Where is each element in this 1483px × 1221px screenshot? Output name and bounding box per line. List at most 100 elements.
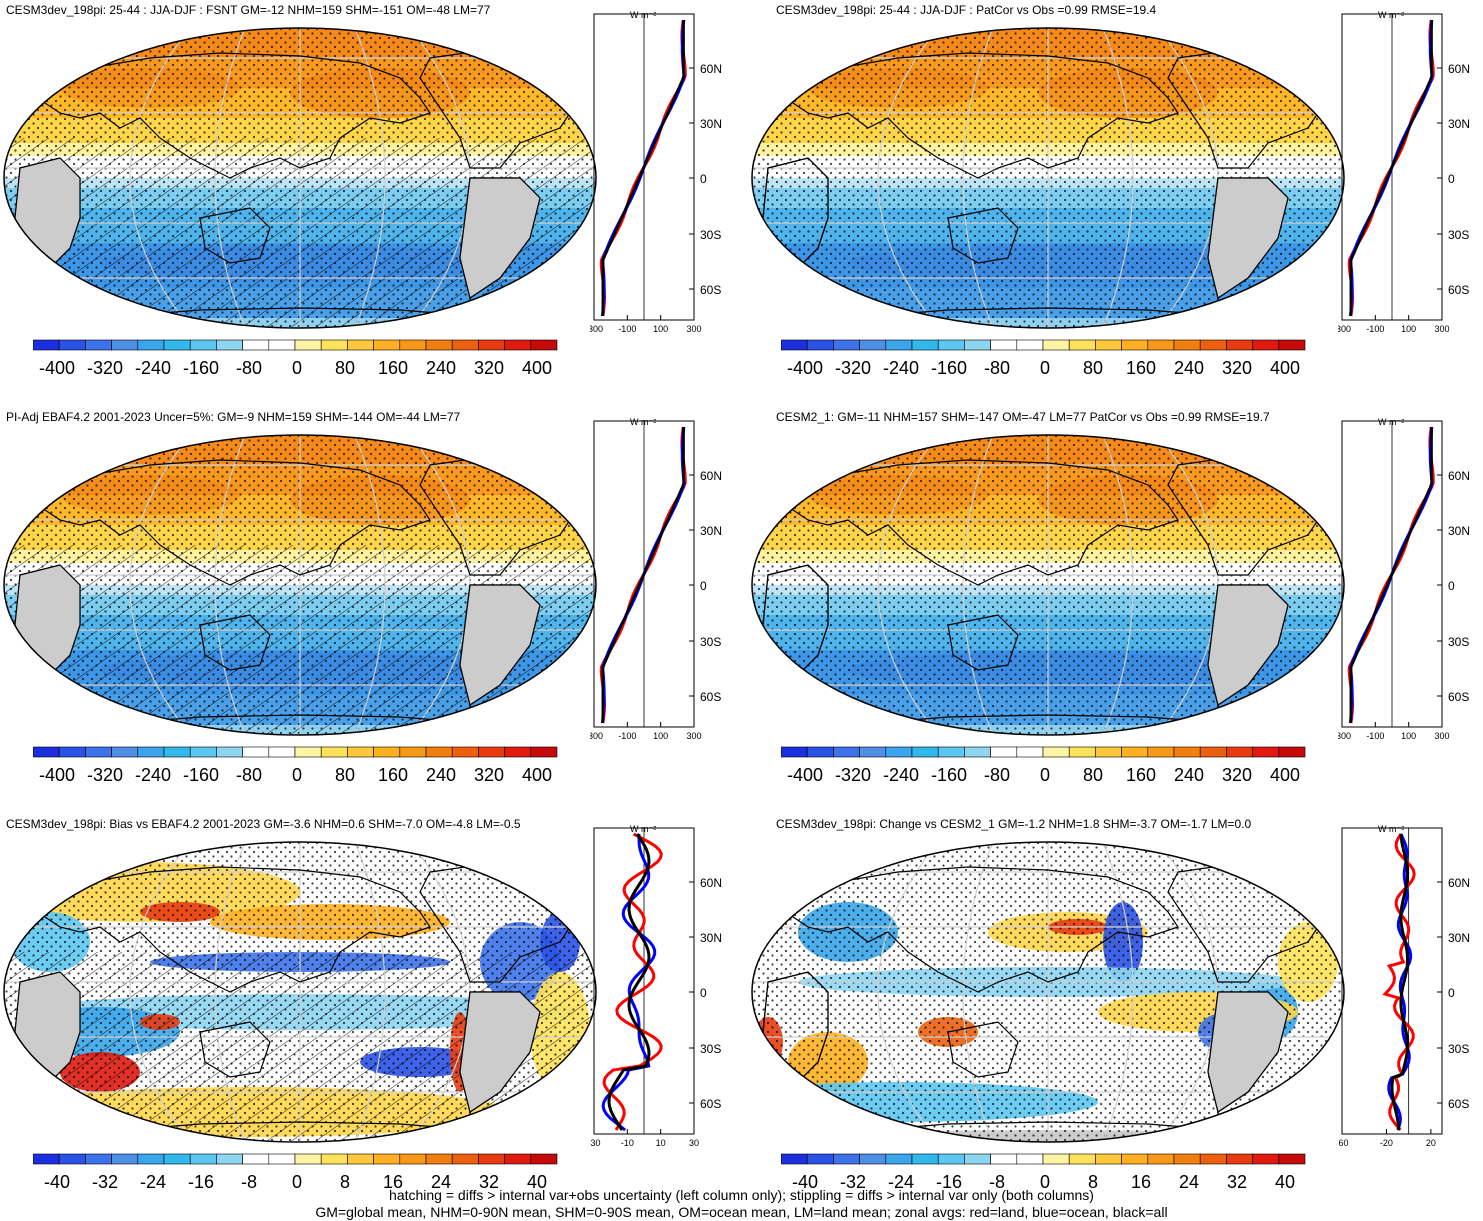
panel-p6: CESM3dev_198pi: Change vs CESM2_1 GM=-1.… bbox=[748, 814, 1483, 1214]
profile-x-tick: 20 bbox=[1426, 1138, 1436, 1148]
profile-lat-tick: 0 bbox=[700, 986, 707, 1000]
colorbar-label: -240 bbox=[883, 358, 919, 378]
colorbar-label: -40 bbox=[792, 1172, 818, 1192]
profile-lat-tick: 30S bbox=[1448, 1042, 1469, 1056]
colorbar-label: -160 bbox=[183, 765, 219, 785]
colorbar: -40 -32 -24 -16 -8 0 8 16 24 32 40 bbox=[33, 1153, 558, 1192]
map-plot bbox=[3, 27, 597, 329]
colorbar-label: -240 bbox=[135, 765, 171, 785]
colorbar-label: -320 bbox=[835, 358, 871, 378]
profile-lat-tick: 60S bbox=[700, 1097, 721, 1111]
profile-lat-tick: 30N bbox=[1448, 117, 1470, 131]
colorbar: -400 -320 -240 -160 -80 0 80 160 240 320 400 bbox=[781, 339, 1306, 378]
colorbar-label: 0 bbox=[292, 358, 302, 378]
profile-x-tick: 100 bbox=[653, 731, 668, 741]
profile-x-tick: -100 bbox=[618, 731, 636, 741]
colorbar-label: 16 bbox=[383, 1172, 403, 1192]
colorbar-label: -32 bbox=[92, 1172, 118, 1192]
profile-unit: W m⁻² bbox=[1378, 417, 1404, 427]
colorbar-label: -160 bbox=[931, 765, 967, 785]
map-field bbox=[4, 435, 596, 735]
profile-lat-tick: 30N bbox=[700, 117, 722, 131]
colorbar-label: 400 bbox=[1270, 358, 1300, 378]
colorbar-label: 16 bbox=[1131, 1172, 1151, 1192]
profile-x-tick: -20 bbox=[1380, 1138, 1393, 1148]
colorbar-label: 320 bbox=[1222, 358, 1252, 378]
profile-lat-tick: 30S bbox=[700, 1042, 721, 1056]
panel-title: CESM3dev_198pi: 25-44 : JJA-DJF : FSNT G… bbox=[6, 3, 491, 17]
colorbar-label: -24 bbox=[140, 1172, 166, 1192]
colorbar-label: 240 bbox=[426, 765, 456, 785]
colorbar-label: -320 bbox=[87, 358, 123, 378]
colorbar-label: 0 bbox=[1040, 1172, 1050, 1192]
profile-lat-tick: 60N bbox=[1448, 469, 1470, 483]
map-field bbox=[4, 842, 596, 1142]
profile-x-tick: 100 bbox=[1401, 731, 1416, 741]
map-plot bbox=[3, 841, 597, 1143]
profile-unit: W m⁻² bbox=[630, 417, 656, 427]
profile-x-tick: -300 bbox=[1338, 731, 1351, 741]
profile-x-tick: -10 bbox=[621, 1138, 634, 1148]
zonal-profile: W m⁻² 60N 30N 0 30S 60S -300 -100 100 300 bbox=[590, 417, 722, 741]
colorbar-label: 240 bbox=[1174, 765, 1204, 785]
profile-lat-tick: 60N bbox=[700, 876, 722, 890]
colorbar-label: 32 bbox=[1227, 1172, 1247, 1192]
panel-p1: CESM3dev_198pi: 25-44 : JJA-DJF : FSNT G… bbox=[0, 0, 735, 400]
profile-x-tick: 100 bbox=[653, 324, 668, 334]
profile-unit: W m⁻² bbox=[1378, 824, 1404, 834]
colorbar: -400 -320 -240 -160 -80 0 80 160 240 320 400 bbox=[781, 746, 1306, 785]
colorbar-label: -16 bbox=[936, 1172, 962, 1192]
colorbar-label: 160 bbox=[1126, 358, 1156, 378]
colorbar-label: 80 bbox=[1083, 358, 1103, 378]
colorbar-label: -8 bbox=[989, 1172, 1005, 1192]
colorbar-label: -400 bbox=[39, 358, 75, 378]
colorbar-label: -400 bbox=[787, 358, 823, 378]
colorbar-label: 24 bbox=[431, 1172, 451, 1192]
colorbar-label: 0 bbox=[1040, 765, 1050, 785]
profile-lat-tick: 60N bbox=[700, 469, 722, 483]
profile-lat-tick: 0 bbox=[1448, 172, 1455, 186]
colorbar-label: -400 bbox=[39, 765, 75, 785]
zonal-profile: W m⁻² 60N 30N 0 30S 60S -300 -100 100 300 bbox=[1338, 10, 1470, 334]
colorbar-label: -32 bbox=[840, 1172, 866, 1192]
zonal-profile: W m⁻² 60N 30N 0 30S 60S -30 -10 10 30 bbox=[590, 824, 722, 1148]
zonal-profile: W m⁻² 60N 30N 0 30S 60S -300 -100 100 300 bbox=[1338, 417, 1470, 741]
profile-lat-tick: 30N bbox=[700, 931, 722, 945]
map-plot bbox=[3, 434, 597, 736]
profile-lat-tick: 60S bbox=[1448, 283, 1469, 297]
colorbar-label: -16 bbox=[188, 1172, 214, 1192]
profile-lat-tick: 0 bbox=[1448, 579, 1455, 593]
profile-x-tick: 300 bbox=[1434, 731, 1449, 741]
colorbar-label: -320 bbox=[87, 765, 123, 785]
profile-lat-tick: 30S bbox=[700, 228, 721, 242]
profile-unit: W m⁻² bbox=[630, 10, 656, 20]
colorbar-label: 400 bbox=[522, 358, 552, 378]
panel-title: CESM3dev_198pi: Change vs CESM2_1 GM=-1.… bbox=[776, 817, 1252, 831]
profile-lat-tick: 60S bbox=[1448, 690, 1469, 704]
figure-footer: hatching = diffs > internal var+obs unce… bbox=[0, 1187, 1483, 1221]
panel-p5: CESM3dev_198pi: Bias vs EBAF4.2 2001-202… bbox=[0, 814, 735, 1214]
map-plot bbox=[751, 27, 1345, 329]
colorbar-label: 240 bbox=[1174, 358, 1204, 378]
footer-line-means: GM=global mean, NHM=0-90N mean, SHM=0-90… bbox=[315, 1204, 1168, 1220]
map-field bbox=[752, 435, 1344, 735]
colorbar-label: 0 bbox=[292, 1172, 302, 1192]
colorbar-label: -160 bbox=[183, 358, 219, 378]
colorbar-label: -160 bbox=[931, 358, 967, 378]
profile-lat-tick: 60N bbox=[1448, 876, 1470, 890]
panel-title: PI-Adj EBAF4.2 2001-2023 Uncer=5%: GM=-9… bbox=[6, 410, 461, 424]
colorbar: -400 -320 -240 -160 -80 0 80 160 240 320 400 bbox=[33, 746, 558, 785]
profile-x-tick: -300 bbox=[1338, 324, 1351, 334]
colorbar-label: 80 bbox=[1083, 765, 1103, 785]
profile-lat-tick: 30N bbox=[1448, 524, 1470, 538]
profile-x-tick: -300 bbox=[590, 731, 603, 741]
colorbar-label: 24 bbox=[1179, 1172, 1199, 1192]
colorbar-label: 160 bbox=[378, 358, 408, 378]
map-plot bbox=[751, 434, 1345, 736]
profile-lat-tick: 0 bbox=[700, 172, 707, 186]
colorbar-label: 160 bbox=[1126, 765, 1156, 785]
colorbar-label: 40 bbox=[1275, 1172, 1295, 1192]
panel-p3: PI-Adj EBAF4.2 2001-2023 Uncer=5%: GM=-9… bbox=[0, 407, 735, 807]
profile-x-tick: 10 bbox=[656, 1138, 666, 1148]
colorbar-label: -240 bbox=[883, 765, 919, 785]
